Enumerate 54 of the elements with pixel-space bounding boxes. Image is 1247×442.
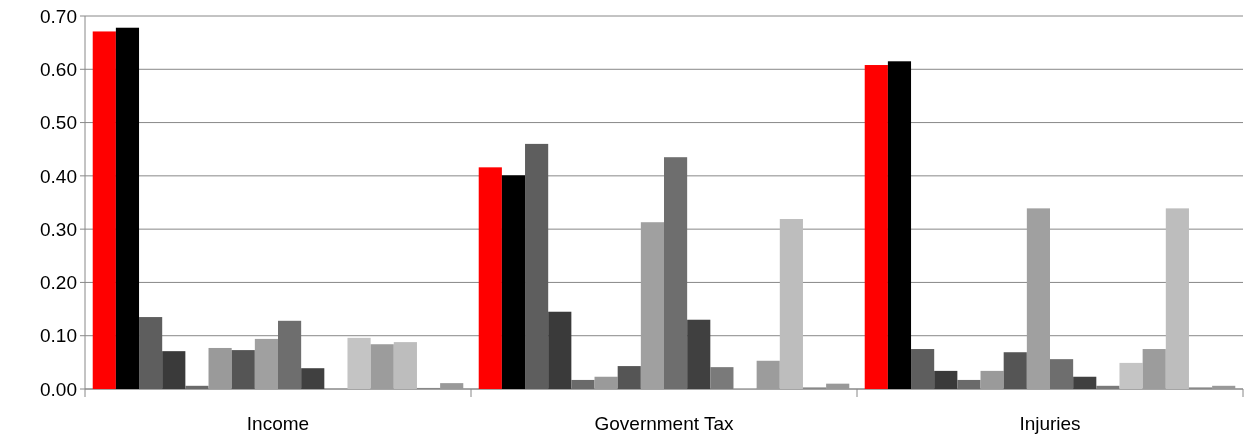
bar xyxy=(1165,208,1189,389)
bar xyxy=(756,360,780,389)
bar xyxy=(864,65,888,389)
bar xyxy=(1073,376,1097,389)
bar xyxy=(664,157,688,389)
bar xyxy=(1119,362,1143,389)
y-tick-label: 0.00 xyxy=(40,378,77,400)
y-tick-label: 0.20 xyxy=(40,272,77,294)
bar xyxy=(347,337,371,389)
bar xyxy=(393,342,417,389)
bar xyxy=(139,317,163,389)
bar xyxy=(231,350,255,389)
bar xyxy=(254,338,278,389)
bar xyxy=(1003,352,1027,389)
bar xyxy=(185,385,209,389)
y-tick-label: 0.70 xyxy=(40,5,77,27)
bar xyxy=(617,366,641,389)
x-tick-label: Income xyxy=(246,413,310,434)
bar xyxy=(957,379,981,389)
y-tick-label: 0.40 xyxy=(40,165,77,187)
bar xyxy=(687,319,711,389)
bar xyxy=(162,351,186,389)
bar xyxy=(501,175,526,389)
bar xyxy=(571,379,595,389)
bar xyxy=(980,370,1004,389)
bar xyxy=(1142,349,1166,389)
y-tick-label: 0.60 xyxy=(40,58,77,80)
bar xyxy=(594,376,618,389)
bar xyxy=(826,383,850,389)
bar xyxy=(525,143,549,389)
bar xyxy=(208,347,232,389)
bar xyxy=(370,344,394,389)
bar xyxy=(478,167,502,389)
bar xyxy=(1096,385,1120,389)
bar xyxy=(92,31,116,389)
y-tick-label: 0.10 xyxy=(40,325,77,347)
bar xyxy=(1026,208,1050,389)
bar xyxy=(779,219,803,389)
bar xyxy=(548,311,572,389)
bar xyxy=(710,367,734,389)
bar xyxy=(1212,385,1236,389)
y-tick-label: 0.30 xyxy=(40,218,77,240)
bar xyxy=(440,383,464,389)
bar xyxy=(115,27,140,389)
bar xyxy=(911,349,935,389)
bar xyxy=(301,368,325,389)
x-tick-label: Injuries xyxy=(1019,413,1081,434)
bar xyxy=(934,370,958,389)
bar xyxy=(887,61,912,389)
bar xyxy=(640,222,664,389)
bar xyxy=(278,320,302,389)
x-tick-label: Government Tax xyxy=(594,413,735,434)
y-tick-label: 0.50 xyxy=(40,112,77,134)
bar xyxy=(1050,359,1074,389)
